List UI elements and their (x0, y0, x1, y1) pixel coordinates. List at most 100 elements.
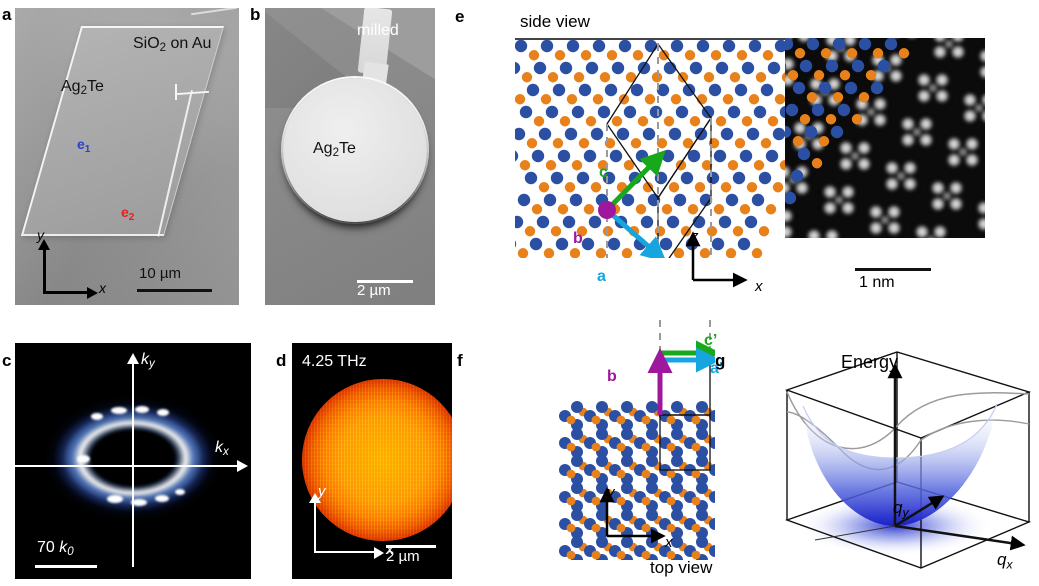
marker-e2: e2 (121, 204, 135, 223)
atom-blue (536, 215, 550, 229)
atom-blue (760, 83, 774, 97)
panel-b-scalebar (357, 280, 413, 283)
atom-blue (630, 83, 644, 97)
atom-blue (566, 39, 580, 53)
atomic-lobe (888, 52, 904, 68)
atom-orange (732, 226, 744, 237)
atom-orange (779, 160, 785, 171)
atom-blue (696, 455, 708, 467)
atom-blue (550, 171, 564, 185)
overlay-atom-orange (806, 92, 818, 103)
ring-speckle (107, 495, 123, 503)
atom-blue (533, 61, 547, 75)
atomic-lobe (895, 170, 907, 182)
atom-orange (774, 94, 785, 105)
atom-orange (710, 50, 722, 61)
atom-orange (578, 138, 590, 149)
atom-orange (571, 160, 583, 171)
atomic-lobe (930, 196, 946, 212)
atom-orange (670, 94, 682, 105)
overlay-atom-orange (858, 92, 870, 103)
panel-a-scalebar-label: 10 µm (139, 265, 181, 282)
thz-field-disc (302, 379, 452, 541)
atom-blue (663, 61, 677, 75)
panel-c-scalebar-label: 70 k0 (37, 539, 74, 559)
atom-orange (666, 442, 676, 452)
atom-orange (727, 160, 739, 171)
atomic-lobe (833, 194, 845, 206)
panel-d-x-arrow-icon (374, 547, 384, 559)
atom-blue (581, 237, 595, 251)
atom-blue (734, 83, 748, 97)
atom-blue (621, 455, 633, 467)
overlay-atom-blue (825, 59, 839, 73)
panel-a-y-label: y (37, 227, 44, 243)
box-top-face (784, 351, 1032, 439)
atom-blue (656, 83, 670, 97)
atom-orange (630, 138, 642, 149)
label-ag2te: Ag2Te (313, 140, 356, 160)
atom-orange (691, 442, 701, 452)
atom-orange (632, 50, 644, 61)
atom-blue (758, 171, 772, 185)
atom-orange (552, 138, 564, 149)
atom-blue (616, 127, 630, 141)
panel-c-ky-arrow-icon (127, 353, 139, 364)
atom-orange (592, 94, 604, 105)
atom-blue (739, 149, 753, 163)
atom-orange (526, 138, 538, 149)
atomic-lobe (872, 112, 888, 128)
atomic-lobe (948, 180, 964, 196)
atom-blue (699, 193, 713, 207)
atomic-lobe (914, 224, 930, 238)
atom-orange (611, 116, 623, 127)
vector-a-label: a (597, 268, 606, 285)
atomic-lobe (900, 116, 916, 132)
atomic-lobe (962, 108, 978, 124)
atomic-lobe (785, 208, 794, 224)
atom-orange (694, 182, 706, 193)
atom-orange (566, 469, 576, 479)
atomic-lobe (849, 150, 861, 162)
atom-orange (713, 204, 725, 215)
overlay-atom-blue (851, 59, 865, 73)
atom-blue (709, 545, 715, 557)
panel-f-crystal-top-view: b c’ a’ y x top view (455, 320, 723, 586)
atomic-lobe (943, 38, 955, 50)
overlay-atom-blue (870, 81, 884, 95)
overlay-atom-orange (811, 158, 823, 169)
atom-blue (569, 193, 583, 207)
atom-blue (621, 536, 633, 548)
atom-orange (651, 72, 663, 83)
atom-blue (596, 509, 608, 521)
atom-orange (590, 182, 602, 193)
atom-orange (720, 182, 732, 193)
atom-orange (691, 496, 701, 506)
panel-e-scalebar (855, 268, 931, 271)
atomic-lobe (872, 96, 888, 112)
atom-orange (521, 72, 533, 83)
atomic-lobe (900, 132, 916, 148)
atom-orange (580, 50, 592, 61)
atom-orange (663, 116, 675, 127)
panel-c-label: c (2, 351, 12, 370)
atomic-lobe (856, 156, 872, 172)
atom-orange (668, 182, 680, 193)
atom-orange (566, 550, 576, 560)
atom-orange (746, 182, 758, 193)
panel-d-y-arrow-icon (309, 493, 321, 503)
panel-g-qx-label: qx (997, 550, 1013, 572)
atom-blue (646, 428, 658, 440)
panel-c-kx-axis (15, 465, 241, 467)
panel-a-y-arrow-icon (38, 239, 50, 250)
panel-b-scalebar-label: 2 µm (357, 282, 391, 299)
overlay-atom-blue (818, 81, 832, 95)
atom-blue (744, 215, 758, 229)
flake-notch (175, 84, 177, 100)
atom-orange (616, 523, 626, 533)
panel-g-band-structure: Energy qy qx (715, 320, 1039, 586)
atom-orange (621, 248, 633, 258)
atomic-lobe (976, 216, 985, 232)
atom-blue (713, 149, 727, 163)
atom-blue (596, 536, 608, 548)
